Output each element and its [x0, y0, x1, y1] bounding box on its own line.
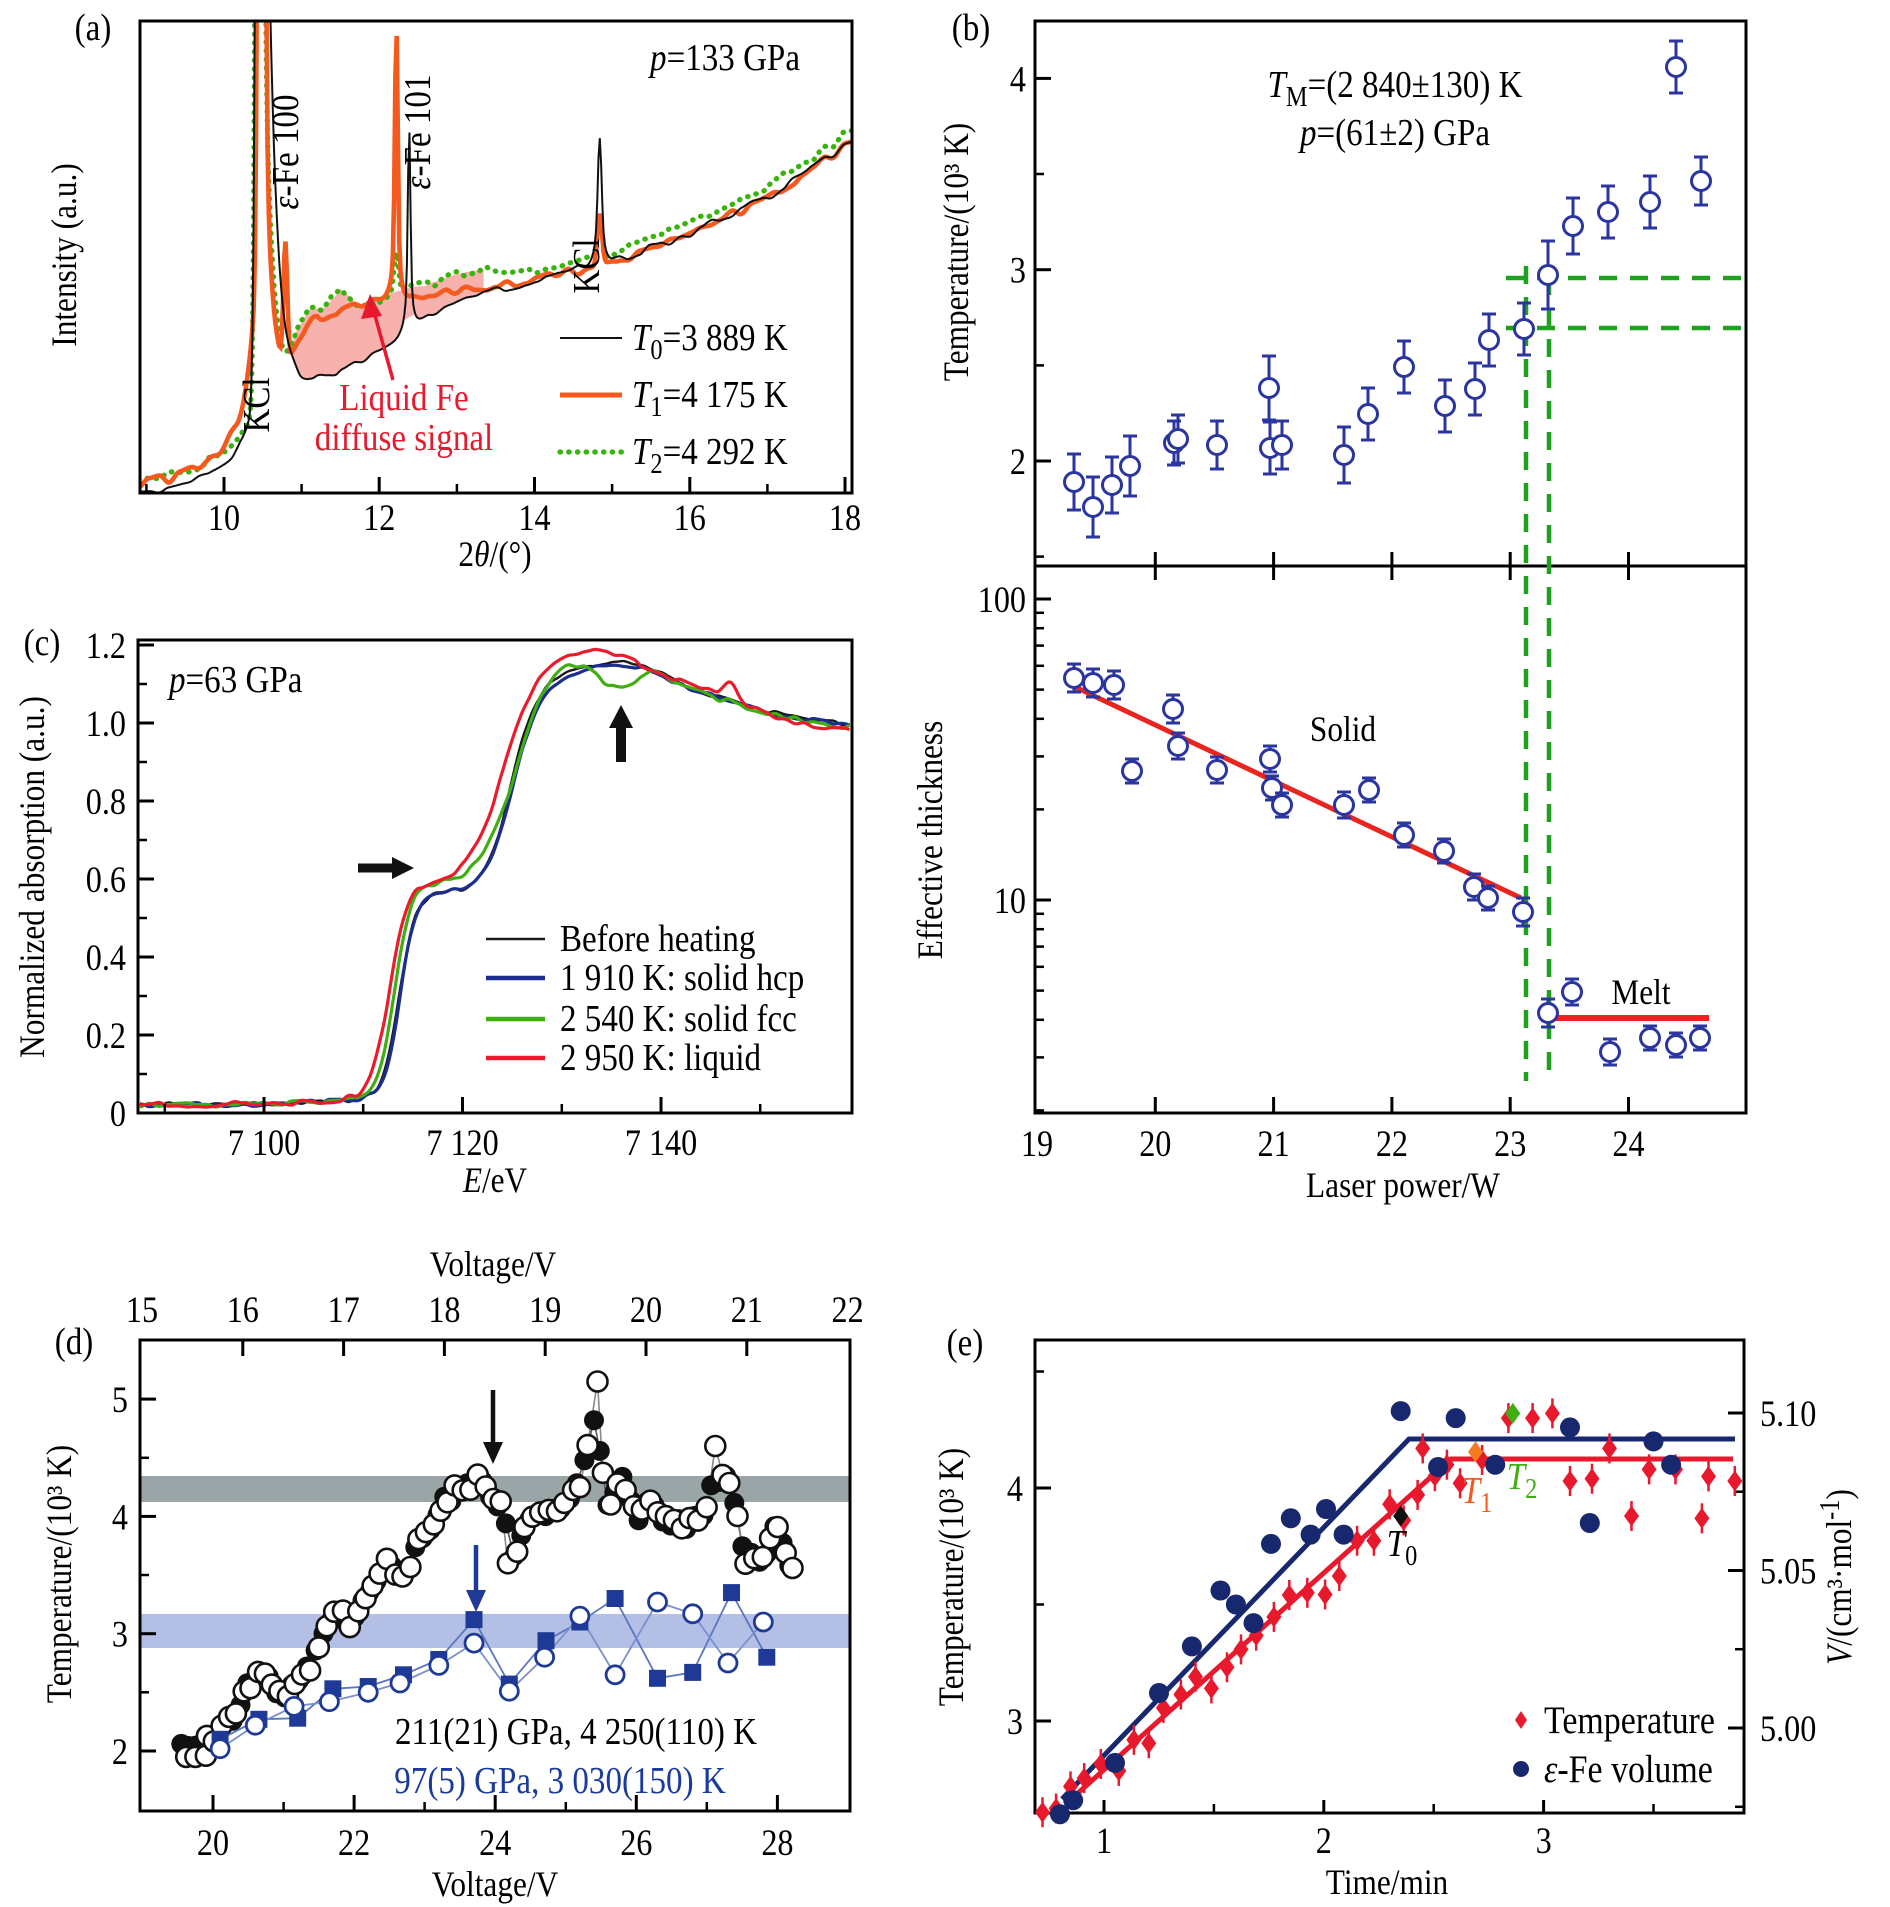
- svg-text:Voltage/V: Voltage/V: [432, 1865, 558, 1904]
- svg-text:0.2: 0.2: [86, 1016, 126, 1057]
- svg-text:T2=4 292 K: T2=4 292 K: [632, 430, 788, 480]
- svg-text:2 540 K: solid fcc: 2 540 K: solid fcc: [560, 997, 797, 1040]
- svg-text:Normalized absorption (a.u.): Normalized absorption (a.u.): [13, 696, 52, 1058]
- svg-text:10: 10: [994, 881, 1026, 922]
- svg-text:Voltage/V: Voltage/V: [430, 1245, 556, 1284]
- svg-text:E/eV: E/eV: [462, 1161, 527, 1200]
- svg-text:Temperature/(10³ K): Temperature/(10³ K): [40, 1445, 79, 1703]
- svg-text:T1=4 175 K: T1=4 175 K: [632, 373, 788, 423]
- svg-text:21: 21: [731, 1290, 763, 1331]
- svg-text:4: 4: [112, 1497, 128, 1538]
- svg-text:TM=(2 840±130) K: TM=(2 840±130) K: [1268, 63, 1523, 113]
- svg-text:(b): (b): [952, 6, 991, 49]
- svg-text:7 140: 7 140: [625, 1123, 697, 1164]
- svg-text:diffuse signal: diffuse signal: [315, 416, 494, 459]
- svg-text:3: 3: [1536, 1821, 1552, 1862]
- svg-text:0.8: 0.8: [86, 782, 126, 823]
- svg-text:5.05: 5.05: [1760, 1551, 1816, 1592]
- svg-text:p=63 GPa: p=63 GPa: [166, 658, 302, 701]
- svg-text:18: 18: [829, 498, 861, 539]
- svg-text:4: 4: [1007, 1469, 1023, 1510]
- svg-text:100: 100: [978, 580, 1026, 621]
- svg-text:1.0: 1.0: [86, 704, 126, 745]
- svg-text:2: 2: [1316, 1821, 1332, 1862]
- svg-text:20: 20: [630, 1290, 662, 1331]
- svg-text:ε-Fe volume: ε-Fe volume: [1544, 1747, 1713, 1791]
- svg-text:24: 24: [479, 1823, 511, 1864]
- svg-text:23: 23: [1494, 1124, 1526, 1165]
- svg-text:15: 15: [126, 1290, 158, 1331]
- svg-text:10: 10: [208, 498, 240, 539]
- svg-text:Melt: Melt: [1611, 973, 1671, 1012]
- svg-text:1: 1: [1096, 1821, 1112, 1862]
- svg-text:12: 12: [363, 498, 395, 539]
- svg-text:2 950 K: liquid: 2 950 K: liquid: [560, 1036, 761, 1079]
- svg-text:19: 19: [529, 1290, 561, 1331]
- svg-text:Temperature/(10³ K): Temperature/(10³ K): [937, 123, 976, 381]
- svg-text:1.2: 1.2: [86, 626, 126, 667]
- svg-text:(e): (e): [947, 1321, 984, 1364]
- svg-text:T0=3 889 K: T0=3 889 K: [632, 316, 788, 366]
- svg-text:14: 14: [518, 498, 550, 539]
- svg-text:0.6: 0.6: [86, 860, 126, 901]
- svg-text:ε-Fe 100: ε-Fe 100: [264, 95, 307, 210]
- svg-text:Liquid Fe: Liquid Fe: [339, 376, 468, 419]
- svg-text:20: 20: [197, 1823, 229, 1864]
- svg-text:211(21) GPa, 4 250(110) K: 211(21) GPa, 4 250(110) K: [395, 1710, 757, 1753]
- svg-text:22: 22: [338, 1823, 370, 1864]
- svg-text:ε-Fe 101: ε-Fe 101: [396, 75, 439, 190]
- svg-text:Solid: Solid: [1310, 710, 1376, 749]
- svg-text:19: 19: [1021, 1124, 1053, 1165]
- svg-text:0: 0: [110, 1094, 126, 1135]
- svg-text:4: 4: [1010, 59, 1026, 100]
- svg-text:Intensity (a.u.): Intensity (a.u.): [45, 163, 84, 346]
- svg-text:T1: T1: [1462, 1469, 1493, 1519]
- svg-text:Temperature: Temperature: [1544, 1698, 1715, 1742]
- svg-text:21: 21: [1258, 1124, 1290, 1165]
- svg-text:17: 17: [328, 1290, 360, 1331]
- svg-text:5: 5: [112, 1380, 128, 1421]
- svg-text:(a): (a): [75, 6, 112, 49]
- svg-text:3: 3: [112, 1615, 128, 1656]
- svg-text:26: 26: [620, 1823, 652, 1864]
- svg-text:2θ/(°): 2θ/(°): [458, 535, 531, 574]
- svg-text:KCl: KCl: [565, 238, 608, 293]
- svg-text:T0: T0: [1387, 1522, 1418, 1572]
- svg-text:2: 2: [112, 1732, 128, 1773]
- svg-text:5.10: 5.10: [1760, 1394, 1816, 1435]
- svg-text:p=133 GPa: p=133 GPa: [647, 36, 800, 79]
- svg-text:7 120: 7 120: [426, 1123, 498, 1164]
- svg-text:T2: T2: [1507, 1455, 1538, 1505]
- svg-text:24: 24: [1612, 1124, 1644, 1165]
- svg-text:97(5) GPa, 3 030(150) K: 97(5) GPa, 3 030(150) K: [394, 1759, 726, 1802]
- svg-text:2: 2: [1010, 442, 1026, 483]
- svg-text:(c): (c): [24, 621, 61, 664]
- svg-text:22: 22: [832, 1290, 864, 1331]
- svg-text:1 910 K: solid hcp: 1 910 K: solid hcp: [560, 956, 804, 999]
- svg-text:5.00: 5.00: [1760, 1709, 1816, 1750]
- svg-text:Temperature/(10³ K): Temperature/(10³ K): [932, 1448, 971, 1706]
- svg-text:p=(61±2) GPa: p=(61±2) GPa: [1297, 111, 1490, 154]
- svg-text:22: 22: [1376, 1124, 1408, 1165]
- svg-text:Effective thickness: Effective thickness: [911, 721, 950, 960]
- svg-text:3: 3: [1010, 251, 1026, 292]
- svg-text:Before heating: Before heating: [560, 917, 756, 960]
- svg-text:0.4: 0.4: [86, 938, 126, 979]
- svg-text:28: 28: [761, 1823, 793, 1864]
- svg-text:Laser power/W: Laser power/W: [1306, 1166, 1500, 1205]
- svg-text:3: 3: [1007, 1702, 1023, 1743]
- svg-text:KCl: KCl: [235, 377, 278, 432]
- svg-text:16: 16: [674, 498, 706, 539]
- svg-text:(d): (d): [55, 1320, 94, 1363]
- svg-text:Time/min: Time/min: [1326, 1863, 1449, 1902]
- svg-text:16: 16: [227, 1290, 259, 1331]
- svg-text:20: 20: [1139, 1124, 1171, 1165]
- svg-text:18: 18: [428, 1290, 460, 1331]
- svg-text:7 100: 7 100: [228, 1123, 300, 1164]
